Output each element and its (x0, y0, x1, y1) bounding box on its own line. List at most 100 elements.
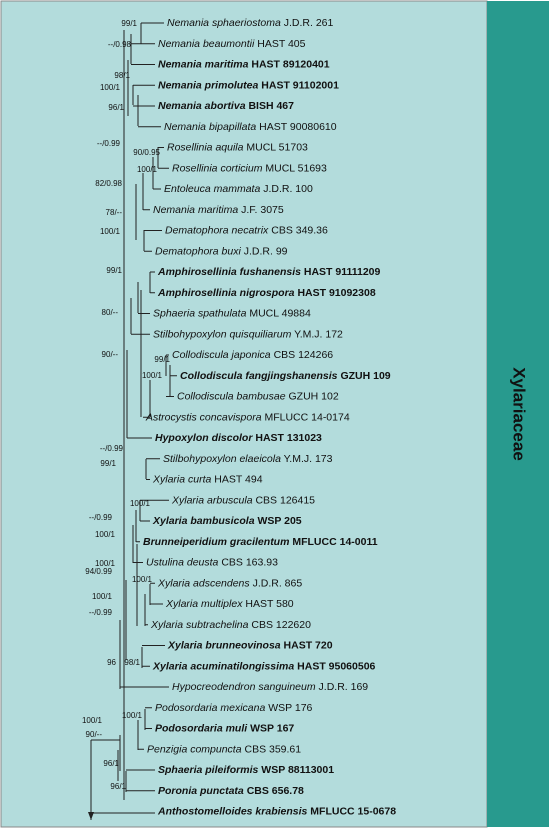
voucher: J.D.R. 261 (284, 17, 334, 29)
voucher: J.D.R. 865 (253, 577, 303, 589)
voucher: CBS 359.61 (244, 743, 301, 755)
voucher: CBS 122620 (251, 619, 311, 631)
support-value: 99/1 (106, 266, 122, 275)
taxon-label: Nemania sphaeriostoma J.D.R. 261 (167, 17, 333, 29)
support-value: 98/1 (124, 658, 140, 667)
support-value: 99/1 (154, 355, 170, 364)
voucher: HAST 89120401 (251, 58, 329, 70)
support-value: 90/-- (102, 350, 119, 359)
taxon-name: Dematophora buxi (155, 245, 241, 257)
taxon-name: Rosellinia aquila (167, 141, 244, 153)
voucher: WSP 167 (250, 722, 294, 734)
taxon-name: Nemania maritima (153, 204, 238, 216)
taxon-label: Rosellinia aquila MUCL 51703 (167, 141, 308, 153)
taxon-label: Xylaria multiplex HAST 580 (165, 598, 294, 610)
support-value: 100/1 (100, 83, 121, 92)
taxon-label: Dematophora buxi J.D.R. 99 (155, 245, 288, 257)
taxon-label: Nemania bipapillata HAST 90080610 (164, 121, 337, 133)
taxon-name: Astrocystis concavispora (145, 411, 262, 423)
taxon-name: Dematophora necatrix (165, 224, 269, 236)
voucher: HAST 91111209 (304, 266, 381, 278)
support-value: 96/1 (103, 759, 119, 768)
voucher: HAST 131023 (255, 432, 322, 444)
taxon-label: Collodiscula fangjingshanensis GZUH 109 (180, 370, 391, 382)
taxon-label: Ustulina deusta CBS 163.93 (146, 556, 278, 568)
voucher: MUCL 51703 (246, 141, 308, 153)
support-value: 96 (107, 658, 116, 667)
voucher: CBS 656.78 (247, 785, 304, 797)
voucher: GZUH 102 (289, 390, 339, 402)
taxon-name: Xylaria arbuscula (171, 494, 253, 506)
voucher: GZUH 109 (340, 370, 390, 382)
voucher: HAST 720 (284, 639, 333, 651)
support-value: 96/1 (110, 782, 126, 791)
taxon-name: Poronia punctata (158, 785, 244, 797)
support-value: --/0.99 (100, 444, 124, 453)
taxon-label: Xylaria acuminatilongissima HAST 9506050… (152, 660, 376, 672)
support-value: 90/-- (86, 730, 103, 739)
taxon-label: Hypocreodendron sanguineum J.D.R. 169 (172, 681, 368, 693)
voucher: MUCL 51693 (265, 162, 327, 174)
support-value: 100/1 (82, 716, 103, 725)
taxon-label: Dematophora necatrix CBS 349.36 (165, 224, 328, 236)
support-value: 99/1 (121, 19, 137, 28)
voucher: HAST 91102001 (261, 79, 339, 91)
taxon-name: Xylaria brunneovinosa (167, 639, 281, 651)
taxon-name: Collodiscula bambusae (177, 390, 286, 402)
taxon-label: Penzigia compuncta CBS 359.61 (147, 743, 301, 755)
taxon-name: Sphaeria pileiformis (158, 764, 259, 776)
voucher: J.D.R. 169 (319, 681, 369, 693)
voucher: CBS 163.93 (221, 556, 278, 568)
taxon-label: Xylaria arbuscula CBS 126415 (171, 494, 315, 506)
voucher: J.F. 3075 (241, 204, 284, 216)
support-value: 99/1 (100, 459, 116, 468)
support-value: 98/1 (114, 71, 130, 80)
support-value: --/0.98 (108, 40, 132, 49)
taxon-label: Poronia punctata CBS 656.78 (158, 785, 304, 797)
taxon-name: Amphirosellinia nigrospora (157, 287, 295, 299)
support-value: --/0.99 (89, 608, 113, 617)
support-value: 100/1 (132, 575, 153, 584)
support-value: 96/1 (108, 103, 124, 112)
taxon-name: Brunneiperidium gracilentum (143, 536, 289, 548)
voucher: WSP 176 (268, 702, 312, 714)
taxon-label: Rosellinia corticium MUCL 51693 (172, 162, 327, 174)
voucher: WSP 88113001 (261, 764, 334, 776)
tree-backbone (88, 23, 171, 820)
support-value: 100/1 (130, 499, 151, 508)
taxon-label: Amphirosellinia nigrospora HAST 91092308 (157, 287, 376, 299)
taxon-name: Rosellinia corticium (172, 162, 263, 174)
taxon-name: Nemania abortiva (158, 100, 246, 112)
voucher: CBS 126415 (255, 494, 315, 506)
taxon-label: Xylaria subtrachelina CBS 122620 (150, 619, 311, 631)
taxon-label: Stilbohypoxylon elaeicola Y.M.J. 173 (163, 453, 333, 465)
taxon-name: Podosordaria muli (155, 722, 248, 734)
voucher: HAST 91092308 (297, 287, 375, 299)
taxon-name: Nemania sphaeriostoma (167, 17, 281, 29)
voucher: WSP 205 (257, 515, 301, 527)
taxon-label: Xylaria adscendens J.D.R. 865 (157, 577, 302, 589)
taxon-label: Nemania abortiva BISH 467 (158, 100, 294, 112)
taxon-label: Amphirosellinia fushanensis HAST 9111120… (157, 266, 381, 278)
voucher: HAST 405 (257, 38, 305, 50)
taxon-name: Hypocreodendron sanguineum (172, 681, 316, 693)
tree-panel (0, 0, 488, 828)
support-value: 100/1 (100, 227, 121, 236)
taxon-label: Entoleuca mammata J.D.R. 100 (164, 183, 313, 195)
family-strip (487, 1, 549, 827)
voucher: CBS 349.36 (271, 224, 328, 236)
support-value: 100/1 (95, 559, 116, 568)
voucher: HAST 580 (245, 598, 293, 610)
taxon-name: Stilbohypoxylon elaeicola (163, 453, 281, 465)
taxon-label: Xylaria curta HAST 494 (152, 473, 263, 485)
support-value: 80/-- (102, 308, 119, 317)
voucher: MFLUCC 15-0678 (310, 805, 396, 817)
taxon-name: Nemania primolutea (158, 79, 259, 91)
voucher: HAST 90080610 (259, 121, 337, 133)
taxon-name: Collodiscula japonica (172, 349, 271, 361)
voucher: MFLUCC 14-0011 (292, 536, 377, 548)
support-value: --/0.99 (89, 513, 113, 522)
taxon-label: Collodiscula bambusae GZUH 102 (177, 390, 339, 402)
voucher: HAST 95060506 (297, 660, 375, 672)
